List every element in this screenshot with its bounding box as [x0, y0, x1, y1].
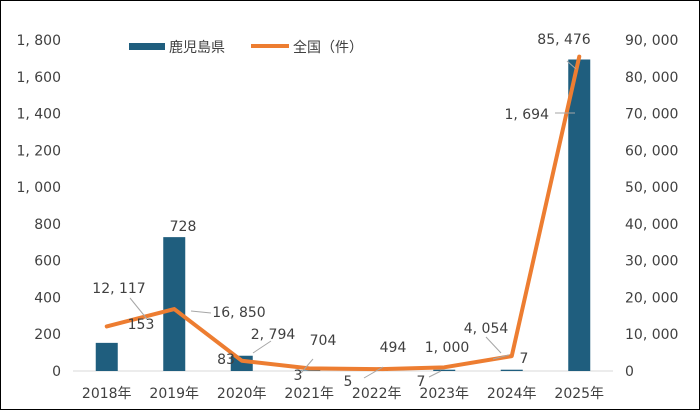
y-right-tick-label: 70, 000 — [625, 107, 678, 123]
bar-data-label: 83 — [217, 352, 235, 368]
line-data-label: 2, 794 — [251, 327, 296, 343]
leader-line — [566, 60, 577, 70]
leader-line — [363, 366, 384, 379]
legend-swatch-kagoshima — [129, 43, 165, 50]
bar-data-label: 7 — [417, 374, 426, 390]
x-tick-label: 2020年 — [217, 386, 267, 402]
y-right-tick-label: 40, 000 — [625, 217, 678, 233]
bar-data-label: 728 — [170, 219, 197, 235]
bar-data-label: 3 — [294, 368, 303, 384]
y-right-tick-label: 80, 000 — [625, 70, 678, 86]
y-left-tick-label: 1, 400 — [16, 107, 61, 123]
line-data-label: 494 — [380, 340, 407, 356]
x-tick-label: 2024年 — [487, 386, 537, 402]
y-left-tick-label: 1, 200 — [16, 143, 61, 159]
legend-label-national: 全国（件） — [293, 39, 363, 56]
y-right-tick-label: 0 — [625, 364, 634, 380]
y-left-tick-label: 600 — [34, 254, 61, 270]
leader-line — [129, 297, 148, 320]
y-left-tick-label: 200 — [34, 327, 61, 343]
line-data-label: 704 — [310, 333, 337, 349]
bar — [163, 237, 186, 371]
leader-line — [300, 358, 314, 374]
bar — [433, 369, 456, 371]
line-series-national — [104, 54, 582, 372]
x-tick-label: 2021年 — [284, 386, 334, 402]
y-right-tick-label: 90, 000 — [625, 33, 678, 49]
y-left-tick-label: 800 — [34, 217, 61, 233]
x-tick-label: 2025年 — [554, 386, 604, 402]
line-data-label: 16, 850 — [212, 305, 265, 321]
bar — [298, 370, 321, 371]
y-left-tick-label: 0 — [52, 364, 61, 380]
x-tick-label: 2018年 — [82, 386, 132, 402]
x-tick-label: 2023年 — [419, 386, 469, 402]
bar — [95, 342, 118, 371]
y-right-tick-label: 60, 000 — [625, 143, 678, 159]
bar-data-label: 153 — [128, 317, 155, 333]
y-left-tick-label: 1, 000 — [16, 180, 61, 196]
y-left-tick-label: 1, 800 — [16, 33, 61, 49]
bar-data-label: 5 — [344, 374, 353, 390]
x-tick-label: 2022年 — [352, 386, 402, 402]
x-tick-label: 2019年 — [149, 386, 199, 402]
leader-line — [485, 336, 502, 354]
line-data-label: 4, 054 — [464, 321, 509, 337]
leader-line — [252, 340, 272, 354]
y-right-tick-label: 10, 000 — [625, 327, 678, 343]
bar — [500, 369, 523, 371]
line-data-label: 12, 117 — [92, 281, 145, 297]
y-right-tick-label: 50, 000 — [625, 180, 678, 196]
y-left-tick-label: 1, 600 — [16, 70, 61, 86]
line-data-label: 1, 000 — [425, 340, 470, 356]
leader-line — [190, 310, 212, 314]
y-right-tick-label: 20, 000 — [625, 290, 678, 306]
legend-label-kagoshima: 鹿児島県 — [169, 39, 225, 56]
leader-line — [428, 370, 442, 378]
bar-data-label: 1, 694 — [504, 107, 549, 123]
bar — [568, 59, 591, 372]
line-data-label: 85, 476 — [537, 32, 591, 48]
y-left-tick-label: 400 — [34, 290, 61, 306]
leader-line — [492, 354, 510, 360]
y-right-tick-label: 30, 000 — [625, 254, 678, 270]
bar-data-label: 7 — [520, 351, 529, 367]
